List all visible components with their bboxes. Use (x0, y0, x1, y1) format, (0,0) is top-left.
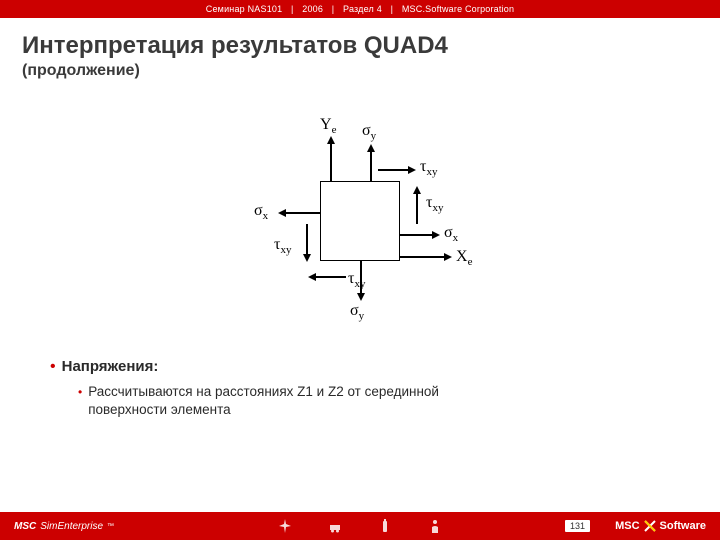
hdr-sep: | (391, 4, 394, 14)
arrowhead-sigx-right (432, 231, 440, 239)
label-sigx-right: σx (444, 224, 458, 244)
arrow-sigx-left (286, 212, 320, 214)
arrow-ye (330, 144, 332, 181)
bullet1-text: Напряжения: (62, 358, 159, 375)
arrow-tau-bot (316, 276, 346, 278)
footer-sim: SimEnterprise (40, 521, 103, 532)
arrowhead-ye (327, 136, 335, 144)
arrowhead-tau-left (303, 254, 311, 262)
header-bar: Семинар NAS101 | 2006 | Раздел 4 | MSC.S… (0, 0, 720, 18)
arrowhead-sigy-top (367, 144, 375, 152)
label-sigx-left: σx (254, 202, 268, 222)
arrow-xe (400, 256, 444, 258)
hdr-company: MSC.Software Corporation (402, 4, 514, 14)
footer-r-msc: MSC (615, 520, 639, 532)
title-area: Интерпретация результатов QUAD4 (продолж… (0, 18, 720, 80)
arrow-sigy-bot (360, 261, 362, 293)
arrowhead-sigy-bot (357, 293, 365, 301)
plane-icon (279, 519, 291, 533)
bullet-level1: • Напряжения: (50, 358, 670, 375)
label-tau-left: τxy (274, 236, 291, 256)
arrowhead-tau-top (408, 166, 416, 174)
stress-diagram: Ye σy τxy τxy σx Xe σx τxy τxy (230, 106, 490, 336)
arrow-tau-right (416, 194, 418, 224)
page-subtitle: (продолжение) (22, 62, 698, 80)
footer-right-brand: MSC Software (615, 519, 706, 533)
bullet2-text: Рассчитываются на расстояниях Z1 и Z2 от… (88, 383, 458, 419)
hdr-seminar: Семинар NAS101 (206, 4, 283, 14)
label-xe: Xe (456, 248, 472, 268)
x-logo-icon (643, 519, 657, 533)
arrow-tau-top (378, 169, 408, 171)
arrowhead-tau-right (413, 186, 421, 194)
bullet-dot: • (78, 384, 82, 401)
label-tau-top: τxy (420, 158, 437, 178)
hdr-year: 2006 (302, 4, 323, 14)
arrow-sigy-top (370, 152, 372, 181)
footer-msc: MSC (14, 521, 36, 532)
hdr-sep: | (291, 4, 294, 14)
footer-left-brand: MSC SimEnterprise ™ (14, 521, 114, 532)
hdr-section: Раздел 4 (343, 4, 382, 14)
arrowhead-sigx-left (278, 209, 286, 217)
bottle-icon (379, 519, 391, 533)
footer-tm: ™ (107, 523, 114, 530)
hdr-sep: | (332, 4, 335, 14)
car-icon (329, 519, 341, 533)
label-sigy-bot: σy (350, 302, 364, 322)
element-square (320, 181, 400, 261)
label-sigy-top: σy (362, 122, 376, 142)
arrow-tau-left (306, 224, 308, 254)
person-icon (429, 519, 441, 533)
label-tau-right: τxy (426, 194, 443, 214)
diagram-container: Ye σy τxy τxy σx Xe σx τxy τxy (0, 106, 720, 336)
label-ye: Ye (320, 116, 336, 136)
footer-r-soft: Software (660, 520, 706, 532)
bullet-dot: • (50, 359, 56, 375)
arrowhead-tau-bot (308, 273, 316, 281)
bullet-level2: • Рассчитываются на расстояниях Z1 и Z2 … (78, 383, 458, 419)
label-tau-bot: τxy (348, 270, 365, 290)
arrow-sigx-right (400, 234, 432, 236)
footer-icons (279, 519, 441, 533)
arrowhead-xe (444, 253, 452, 261)
bullet-list: • Напряжения: • Рассчитываются на рассто… (0, 336, 720, 419)
page-title: Интерпретация результатов QUAD4 (22, 32, 698, 60)
footer-bar: MSC SimEnterprise ™ 131 MSC Software (0, 512, 720, 540)
page-number: 131 (565, 520, 590, 532)
